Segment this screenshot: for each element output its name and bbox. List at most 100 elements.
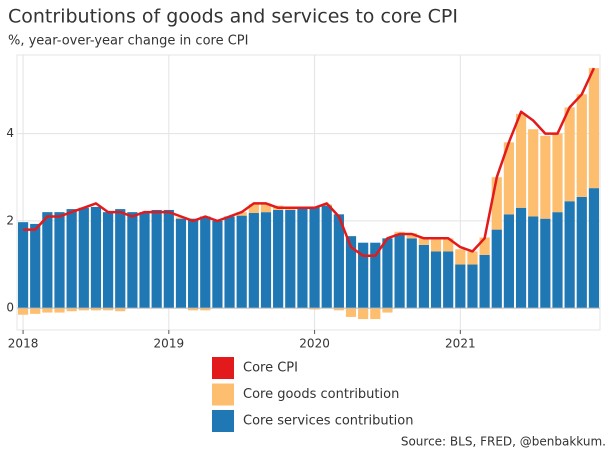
bar bbox=[309, 206, 320, 309]
bar bbox=[345, 308, 357, 317]
bar bbox=[175, 217, 187, 219]
bar bbox=[406, 238, 417, 309]
bar bbox=[430, 239, 442, 252]
bar bbox=[552, 212, 563, 309]
bar bbox=[42, 308, 53, 313]
legend-swatch bbox=[212, 383, 234, 406]
x-tick-label: 2020 bbox=[299, 337, 330, 351]
x-tick-label: 2018 bbox=[8, 337, 39, 351]
bar bbox=[200, 216, 211, 309]
bar bbox=[588, 68, 600, 189]
bar bbox=[382, 238, 393, 309]
bar bbox=[236, 212, 247, 216]
bar bbox=[151, 209, 162, 309]
bar bbox=[515, 207, 527, 309]
bar bbox=[358, 242, 369, 309]
bar bbox=[540, 135, 551, 219]
bar bbox=[528, 129, 539, 217]
bar bbox=[540, 218, 551, 309]
bar bbox=[273, 209, 284, 309]
bar bbox=[430, 251, 442, 309]
chart-title: Contributions of goods and services to c… bbox=[8, 6, 458, 28]
bar bbox=[54, 212, 65, 309]
bar bbox=[455, 264, 466, 309]
legend-swatch bbox=[212, 410, 234, 432]
bar bbox=[333, 214, 344, 309]
bar bbox=[139, 212, 150, 309]
bar bbox=[467, 264, 478, 309]
chart-subtitle: %, year-over-year change in core CPI bbox=[8, 34, 248, 49]
bar bbox=[406, 233, 417, 239]
bar bbox=[297, 208, 308, 309]
bar bbox=[115, 209, 126, 309]
line bbox=[23, 67, 596, 258]
bar bbox=[66, 308, 77, 312]
bar bbox=[491, 229, 502, 309]
bar bbox=[370, 242, 381, 309]
bar bbox=[127, 212, 138, 309]
legend-label: Core CPI bbox=[243, 361, 298, 376]
bar bbox=[503, 214, 515, 309]
legend-label: Core goods contribution bbox=[243, 387, 399, 402]
bar bbox=[503, 142, 515, 215]
bar bbox=[115, 308, 126, 312]
plot-frame bbox=[16, 54, 601, 331]
bar bbox=[564, 201, 575, 309]
bar bbox=[200, 308, 211, 311]
bar bbox=[479, 254, 490, 309]
bar bbox=[370, 308, 381, 320]
bar bbox=[260, 203, 272, 213]
bar bbox=[102, 308, 114, 311]
bar bbox=[260, 212, 272, 309]
bar bbox=[576, 196, 587, 309]
bar bbox=[418, 244, 429, 309]
bar bbox=[285, 209, 296, 309]
bar bbox=[491, 177, 502, 230]
bar bbox=[564, 107, 575, 202]
legend-label: Core services contribution bbox=[243, 414, 413, 429]
bar bbox=[455, 249, 466, 265]
bar bbox=[248, 204, 259, 214]
bar bbox=[248, 213, 259, 309]
bar bbox=[515, 113, 527, 208]
bar bbox=[345, 236, 357, 309]
bar bbox=[467, 251, 478, 265]
bar bbox=[443, 238, 454, 252]
bar bbox=[443, 251, 454, 309]
source-note: Source: BLS, FRED, @benbakkum. bbox=[401, 435, 606, 449]
bar bbox=[394, 233, 405, 309]
bar bbox=[321, 205, 332, 309]
bar bbox=[309, 308, 320, 310]
bar bbox=[42, 212, 53, 309]
y-tick-label: 2 bbox=[6, 213, 14, 227]
bar bbox=[78, 308, 89, 311]
x-tick-label: 2021 bbox=[445, 337, 476, 351]
bar bbox=[17, 308, 29, 315]
bar bbox=[188, 218, 199, 309]
bar bbox=[17, 222, 29, 309]
x-tick-label: 2019 bbox=[154, 337, 185, 351]
bar bbox=[212, 220, 223, 309]
y-tick-label: 0 bbox=[6, 301, 14, 315]
bar bbox=[102, 212, 114, 309]
bars bbox=[17, 68, 600, 320]
bar bbox=[588, 188, 600, 309]
bar bbox=[552, 133, 563, 213]
bar bbox=[163, 209, 174, 309]
bar bbox=[66, 209, 77, 309]
bar bbox=[54, 308, 65, 313]
bar bbox=[333, 308, 344, 311]
bar bbox=[78, 207, 89, 309]
bar bbox=[382, 308, 393, 313]
bar bbox=[175, 218, 187, 309]
y-tick-label: 4 bbox=[6, 126, 14, 140]
bar bbox=[30, 223, 41, 309]
bar bbox=[358, 308, 369, 320]
bar bbox=[236, 215, 247, 309]
lines bbox=[23, 67, 596, 258]
bar bbox=[90, 206, 102, 309]
bar bbox=[30, 308, 41, 314]
bar bbox=[418, 237, 429, 245]
legend: Core CPI Core goods contribution Core serv… bbox=[212, 357, 413, 432]
